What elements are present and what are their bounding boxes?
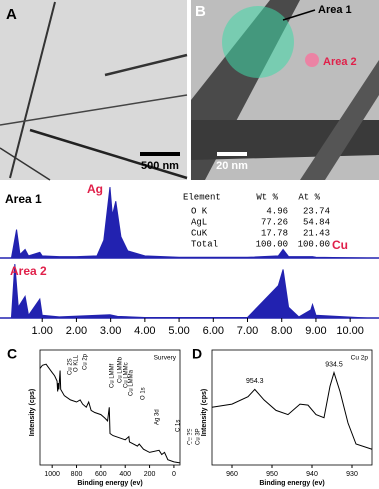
x-tick-label: 10.00 (336, 325, 364, 337)
x-tick-label: 5.00 (168, 325, 189, 337)
table-cell: 100.00 (298, 239, 330, 249)
table-header: Element (183, 192, 221, 202)
table-cell: 100.00 (256, 239, 288, 249)
x-tick-label: 4.00 (134, 325, 155, 337)
panel-label: D (192, 346, 202, 362)
x-tick-label: 3.00 (100, 325, 121, 337)
peak-label: C 1s (176, 420, 182, 432)
panel-label: B (195, 3, 206, 20)
chart-title: Survery (154, 355, 177, 362)
x-tick-label: 1000 (44, 471, 60, 478)
x-tick-label: 2.00 (66, 325, 87, 337)
panel-b: B Area 1 Area 2 20 nm (191, 0, 379, 180)
x-axis-label: Binding energy (ev) (77, 480, 142, 487)
peak-label: Cu LMMa (129, 369, 135, 396)
x-axis-label: Binding energy (ev) (259, 480, 324, 487)
peak-label: Cu 2S (68, 358, 74, 375)
y-axis-label: Intensity (cps) (29, 389, 36, 436)
table-cell: 17.78 (261, 228, 288, 238)
peak-label: 934.5 (325, 361, 343, 368)
peak-label: O KLL (74, 354, 80, 372)
x-tick-label: 950 (266, 471, 278, 478)
peak-label: Cu LMMc (124, 362, 130, 388)
table-cell: 54.84 (303, 217, 330, 227)
table-cell: AgL (191, 217, 207, 227)
x-tick-label: 200 (144, 471, 156, 478)
scale-bar-label: 500 nm (141, 160, 179, 172)
area-title: Area 2 (10, 264, 47, 278)
x-tick-label: 0 (172, 471, 176, 478)
x-tick-label: 400 (119, 471, 131, 478)
peak-label: Ag (87, 182, 103, 196)
plot-frame (39, 349, 181, 466)
peak-label: Ag 3d (155, 409, 161, 425)
x-tick-label: 600 (95, 471, 107, 478)
peak-label: O 1s (141, 387, 147, 400)
area-label: Area 2 (323, 56, 357, 68)
chart-title: Cu 2p (351, 355, 369, 362)
table-cell: 23.74 (303, 206, 330, 216)
peak-label: Cu LMMf (110, 363, 116, 388)
panel-label: A (6, 6, 17, 23)
table-cell: 77.26 (261, 217, 288, 227)
spectrum-line (39, 363, 181, 464)
table-cell: 21.43 (303, 228, 330, 238)
peak-label: Cu 2p (83, 353, 89, 370)
x-tick-label: 930 (346, 471, 358, 478)
table-header: Wt % (256, 192, 278, 202)
area-label: Area 1 (318, 4, 352, 16)
x-tick-label: 1.00 (32, 325, 53, 337)
x-tick-label: 960 (226, 471, 238, 478)
spectrum (10, 186, 368, 259)
peak-label: Cu (332, 238, 348, 252)
spectrum-line (211, 370, 373, 450)
x-tick-label: 800 (71, 471, 83, 478)
x-tick-label: 8.00 (271, 325, 292, 337)
x-tick-label: 6.00 (203, 325, 224, 337)
scale-bar-label: 20 nm (216, 160, 248, 172)
charts: Area 1 Ag Cu Area 2 1.00 2.00 3.00 4.00 5.00 6.00… (0, 182, 379, 487)
plot-frame (211, 349, 373, 466)
peak-label: Cu LMMb (118, 356, 124, 383)
x-tick-label: 9.00 (305, 325, 326, 337)
spectrum (10, 263, 368, 319)
table-cell: Total (191, 239, 218, 249)
panel-a: A 500 nm (0, 0, 188, 181)
peak-label: 954.3 (246, 378, 264, 385)
table-cell: O K (191, 206, 208, 216)
area-title: Area 1 (5, 192, 42, 206)
peak-label: Cu 3P (196, 428, 202, 445)
x-tick-label: 940 (306, 471, 318, 478)
table-cell: CuK (191, 228, 208, 238)
x-tick-label: 7.00 (237, 325, 258, 337)
table-header: At % (298, 192, 320, 202)
panel-label: C (7, 346, 17, 362)
y-axis-label: Intensity (cps) (201, 389, 208, 436)
table-cell: 4.96 (266, 206, 288, 216)
eds-table: Element Wt % At % O K 4.96 23.74 AgL 77.26 54.84… (183, 192, 330, 249)
